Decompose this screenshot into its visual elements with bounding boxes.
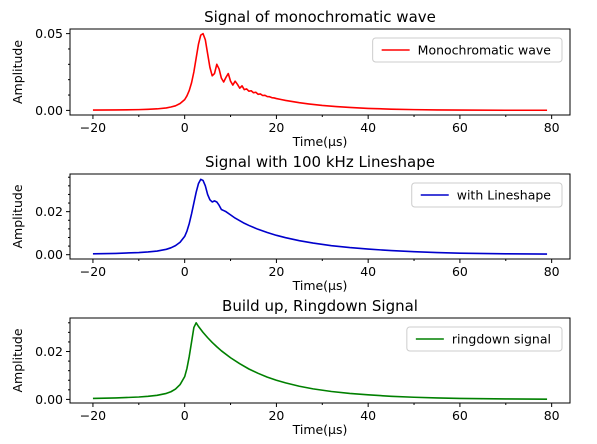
x-tick-label: 0 (181, 408, 189, 423)
x-tick-label: 60 (452, 264, 468, 279)
x-tick-label: 80 (544, 120, 560, 135)
axes-frame (69, 317, 571, 404)
y-axis-label: Amplitude (10, 184, 25, 248)
legend-box (372, 37, 563, 63)
y-tick-label: 0.02 (35, 204, 63, 219)
legend: ringdown signal (406, 326, 563, 352)
x-tick-label: −20 (80, 264, 106, 279)
axes-frame (69, 28, 571, 116)
x-tick-label: 20 (268, 408, 284, 423)
legend: with Lineshape (411, 182, 563, 208)
x-tick-label: 0 (181, 264, 189, 279)
x-tick-label: 20 (268, 264, 284, 279)
x-tick-label: 80 (544, 408, 560, 423)
legend-label: Monochromatic wave (418, 43, 552, 58)
legend-label: ringdown signal (452, 332, 551, 347)
x-tick-label: 40 (360, 264, 376, 279)
x-tick-label: 40 (360, 120, 376, 135)
chart-title: Signal of monochromatic wave (204, 8, 436, 26)
legend-box (411, 182, 563, 208)
x-axis-label: Time(μs) (292, 422, 348, 437)
series-line-1 (92, 321, 548, 400)
y-tick-label: 0.05 (35, 26, 63, 41)
x-axis-label: Time(μs) (292, 134, 348, 149)
x-tick-label: 20 (268, 120, 284, 135)
subplot-2: Signal with 100 kHz Lineshape −20 0 20 40 60 8… (10, 153, 571, 293)
legend-label: with Lineshape (457, 188, 552, 203)
y-tick-label: 0.02 (35, 344, 63, 359)
x-tick-label: −20 (80, 408, 106, 423)
y-axis-label: Amplitude (10, 40, 25, 104)
x-tick-label: 60 (452, 408, 468, 423)
axes-frame (69, 173, 571, 260)
legend-box (406, 326, 563, 352)
series-line-1 (92, 178, 548, 255)
x-tick-label: 60 (452, 120, 468, 135)
y-tick-label: 0.00 (35, 247, 63, 262)
legend: Monochromatic wave (372, 37, 563, 63)
chart-title: Build up, Ringdown Signal (222, 297, 418, 315)
chart-title: Signal with 100 kHz Lineshape (205, 153, 435, 171)
subplot-1: Signal of monochromatic wave −20 0 20 40 60 80… (10, 8, 571, 149)
x-tick-label: 80 (544, 264, 560, 279)
x-tick-label: 40 (360, 408, 376, 423)
x-axis-label: Time(μs) (292, 278, 348, 293)
y-tick-label: 0.00 (35, 103, 63, 118)
x-tick-label: −20 (80, 120, 106, 135)
y-tick-label: 0.00 (35, 392, 63, 407)
series-line-1 (92, 32, 548, 112)
x-tick-label: 0 (181, 120, 189, 135)
y-axis-label: Amplitude (10, 328, 25, 392)
subplot-3: Build up, Ringdown Signal −20 0 20 40 60 80 0.0… (10, 297, 571, 437)
